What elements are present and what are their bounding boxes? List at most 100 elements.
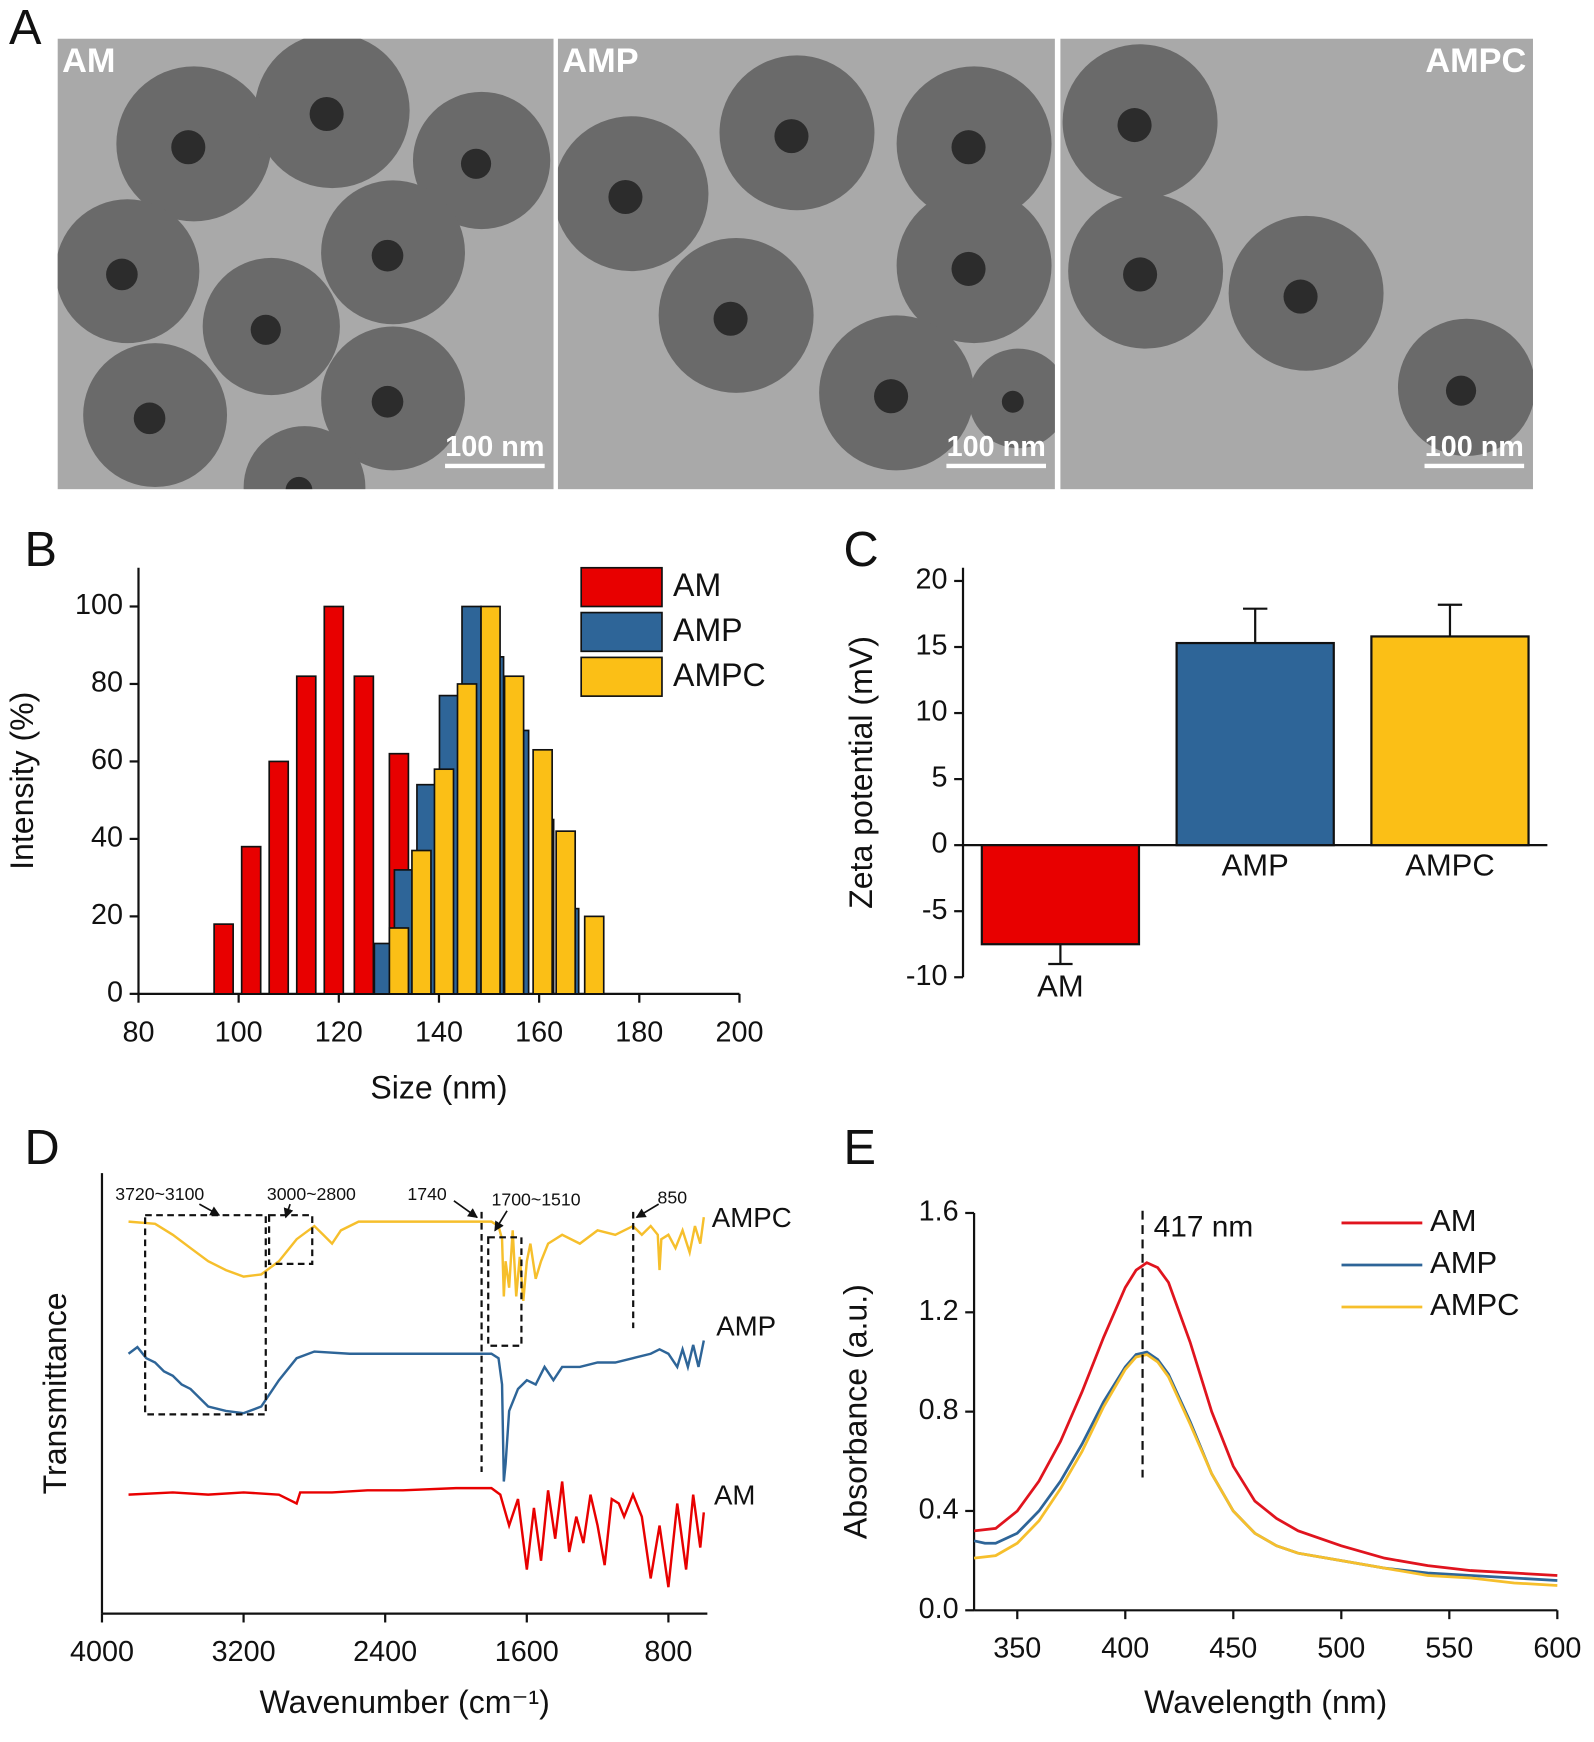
annotation-arrow (453, 1200, 478, 1219)
legend-label: AMP (673, 612, 743, 648)
bar (980, 844, 1141, 946)
y-tick-label: 5 (932, 762, 948, 794)
legend-label: AM (673, 567, 721, 603)
peak-label: 417 nm (1154, 1210, 1254, 1243)
y-tick-label: 0.0 (919, 1593, 959, 1625)
x-tick-label: 2400 (353, 1636, 417, 1668)
image-label: AM (62, 42, 115, 80)
panel-letter: B (24, 523, 56, 577)
y-axis-label: Transmittance (37, 1292, 73, 1494)
particle-core (460, 148, 492, 179)
y-tick-label: 20 (91, 899, 123, 931)
absorbance-line (973, 1353, 1558, 1587)
particle-core (774, 119, 809, 154)
bar (295, 675, 317, 995)
particle-core (608, 179, 643, 215)
particle-core (309, 96, 344, 132)
particle-core (1445, 375, 1477, 406)
x-tick-label: 140 (415, 1016, 463, 1048)
annotation: 1700~1510 (492, 1189, 581, 1209)
image-label: AMPC (1425, 42, 1526, 80)
y-tick-label: 1.6 (919, 1196, 959, 1228)
particle-core (1123, 257, 1158, 292)
spectrum-line (128, 1217, 706, 1301)
x-axis-label: Wavelength (nm) (1144, 1684, 1387, 1720)
tem-image (57, 38, 554, 490)
series-label: AMP (716, 1310, 776, 1341)
bar (213, 923, 234, 995)
x-tick-label: 600 (1533, 1633, 1581, 1665)
legend-swatch (580, 611, 663, 653)
scale-bar-label: 100 nm (445, 431, 544, 463)
legend-label: AMPC (673, 657, 766, 693)
x-tick-label: 200 (715, 1016, 763, 1048)
y-tick-label: -5 (922, 894, 948, 926)
bar (433, 768, 455, 995)
bar (583, 915, 605, 995)
panel-letter: D (24, 1121, 59, 1175)
bar (1175, 641, 1335, 847)
absorbance-line (973, 1261, 1558, 1577)
bar (555, 830, 577, 995)
y-tick-label: -10 (906, 960, 948, 992)
annotation-arrow (283, 1203, 294, 1219)
y-tick-label: 15 (916, 630, 948, 662)
x-tick-label: 160 (515, 1016, 563, 1048)
legend-swatch (580, 566, 663, 608)
particle-core (371, 385, 404, 418)
particles (57, 38, 551, 490)
x-tick-label: 4000 (70, 1636, 134, 1668)
bar (503, 675, 525, 995)
particle-core (874, 379, 909, 414)
panel-letter: A (9, 1, 42, 55)
absorbance-line (973, 1350, 1558, 1582)
y-tick-label: 0.8 (919, 1394, 959, 1426)
scale-bar-label: 100 nm (947, 431, 1046, 463)
series-label: AM (714, 1480, 755, 1511)
y-axis-label: Intensity (%) (4, 692, 40, 870)
particle-core (106, 258, 138, 291)
x-axis-label: Size (nm) (370, 1070, 507, 1106)
series-label: AMPC (712, 1202, 792, 1233)
legend-label: AM (1430, 1203, 1476, 1238)
y-tick-label: 10 (916, 696, 948, 728)
highlight-box (267, 1214, 314, 1265)
x-tick-label: 450 (1209, 1633, 1257, 1665)
category-label: AMPC (1405, 847, 1494, 882)
particle-core (951, 130, 986, 165)
y-tick-label: 1.2 (919, 1295, 959, 1327)
legend-label: AMPC (1430, 1287, 1519, 1322)
annotation: 850 (658, 1187, 688, 1207)
y-tick-label: 0 (107, 976, 123, 1008)
y-tick-label: 60 (91, 744, 123, 776)
category-label: AM (1037, 969, 1083, 1004)
y-tick-label: 80 (91, 667, 123, 699)
spectrum-line (128, 1481, 706, 1588)
particles (1062, 44, 1533, 456)
particle-core (371, 239, 404, 272)
particle (243, 426, 366, 490)
bar (388, 927, 410, 995)
legend-swatch (580, 656, 663, 697)
legend-label: AMP (1430, 1245, 1497, 1280)
annotation: 3720~3100 (115, 1184, 204, 1204)
x-tick-label: 100 (215, 1016, 263, 1048)
x-tick-label: 550 (1425, 1633, 1473, 1665)
x-tick-label: 3200 (212, 1636, 276, 1668)
particle-core (171, 130, 206, 165)
particle-core (285, 476, 313, 490)
bar (240, 845, 262, 995)
x-tick-label: 180 (615, 1016, 663, 1048)
image-label: AMP (562, 42, 638, 80)
bar (1370, 635, 1530, 847)
bar (532, 748, 553, 995)
x-tick-label: 350 (993, 1633, 1041, 1665)
particle-core (1283, 279, 1318, 314)
panel-letter: C (843, 523, 878, 577)
annotation-arrow (635, 1203, 660, 1219)
highlight-box (144, 1214, 267, 1416)
highlight-box (487, 1236, 523, 1347)
x-tick-label: 800 (644, 1636, 692, 1668)
y-axis-label: Absorbance (a.u.) (837, 1284, 873, 1539)
